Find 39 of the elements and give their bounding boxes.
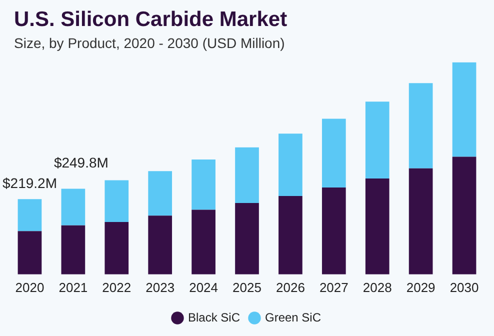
bar	[18, 199, 42, 232]
bar	[104, 222, 129, 274]
x-tick-label: 2024	[189, 280, 218, 295]
bar	[322, 187, 346, 274]
chart-subtitle: Size, by Product, 2020 - 2030 (USD Million)	[14, 35, 285, 51]
x-tick-label: 2021	[58, 280, 88, 295]
legend-label: Green SiC	[264, 310, 322, 324]
bar	[61, 225, 86, 274]
x-tick-label: 2023	[146, 280, 175, 295]
bar	[61, 188, 86, 226]
bar	[322, 118, 346, 188]
bar	[452, 156, 476, 274]
bar	[148, 171, 172, 216]
bar	[235, 147, 259, 203]
bar	[235, 202, 259, 274]
x-tick-label: 2030	[450, 280, 479, 295]
legend-label: Black SiC	[188, 310, 240, 324]
bar	[148, 216, 172, 274]
bar	[278, 196, 302, 274]
x-tick-label: 2029	[406, 280, 436, 295]
x-tick-label: 2027	[319, 280, 348, 295]
chart-title: U.S. Silicon Carbide Market	[14, 8, 288, 32]
bar	[278, 134, 302, 196]
bar	[18, 231, 42, 274]
bar	[192, 159, 216, 210]
bar	[104, 180, 129, 222]
annotation: $249.8M	[54, 154, 108, 171]
x-tick-label: 2020	[15, 280, 44, 295]
x-tick-label: 2028	[362, 280, 392, 295]
bar	[408, 168, 433, 274]
x-tick-label: 2026	[276, 280, 305, 295]
bar	[365, 102, 390, 179]
bar	[192, 210, 216, 274]
x-tick-label: 2025	[232, 280, 262, 295]
x-tick-label: 2022	[102, 280, 132, 295]
bar	[452, 62, 476, 157]
bar	[365, 178, 390, 274]
annotation: $219.2M	[2, 174, 57, 191]
bar	[408, 83, 433, 168]
